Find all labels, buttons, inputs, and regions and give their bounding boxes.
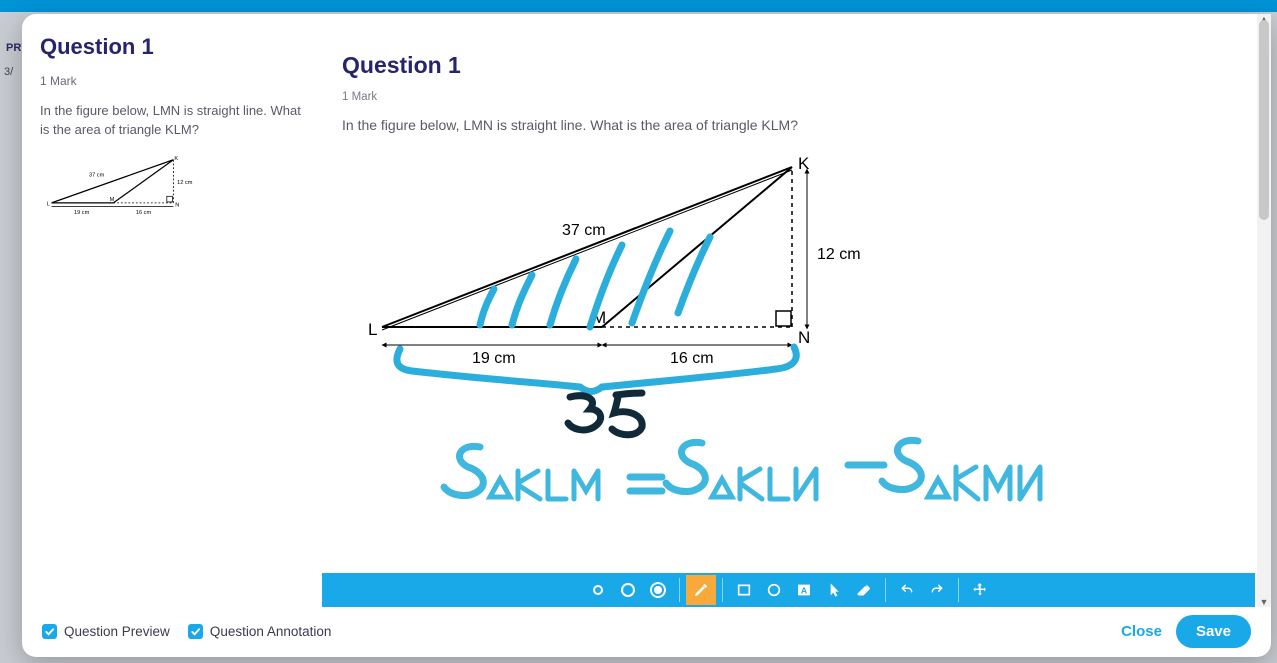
lbl-12: 12 cm bbox=[817, 246, 861, 263]
svg-text:K: K bbox=[174, 155, 178, 161]
pt-L: L bbox=[368, 320, 377, 339]
pointer-tool[interactable] bbox=[819, 575, 849, 605]
question-title: Question 1 bbox=[342, 52, 1231, 79]
svg-text:A: A bbox=[800, 585, 807, 595]
brush-size-large[interactable] bbox=[643, 575, 673, 605]
question-prompt: In the figure below, LMN is straight lin… bbox=[342, 117, 1231, 133]
close-button[interactable]: Close bbox=[1121, 623, 1162, 640]
brush-size-medium[interactable] bbox=[613, 575, 643, 605]
left-mark: 1 Mark bbox=[40, 74, 304, 88]
question-mark: 1 Mark bbox=[342, 91, 1231, 103]
figure: 37 cm 12 cm 19 cm 16 cm K L M N bbox=[362, 147, 922, 512]
question-preview-checkbox[interactable]: Question Preview bbox=[42, 624, 170, 639]
pt-K: K bbox=[798, 154, 810, 173]
thumb-lbl-16: 16 cm bbox=[136, 210, 152, 216]
thumb-lbl-37: 37 cm bbox=[89, 172, 105, 178]
circle-tool[interactable] bbox=[759, 575, 789, 605]
pen-tool[interactable] bbox=[686, 575, 716, 605]
checkbox-checked-icon bbox=[188, 624, 203, 639]
canvas-scrollbar[interactable]: ▲ ▼ bbox=[1257, 14, 1271, 607]
preview-label: Question Preview bbox=[64, 624, 170, 639]
scroll-thumb[interactable] bbox=[1259, 20, 1269, 220]
left-title: Question 1 bbox=[40, 34, 304, 60]
modal-footer: Question Preview Question Annotation Clo… bbox=[22, 607, 1271, 657]
svg-text:L: L bbox=[47, 201, 50, 207]
app-header-strip bbox=[0, 0, 1277, 12]
canvas-area[interactable]: Question 1 1 Mark In the figure below, L… bbox=[322, 26, 1255, 573]
left-prompt: In the figure below, LMN is straight lin… bbox=[40, 102, 304, 140]
brush-size-small[interactable] bbox=[583, 575, 613, 605]
annotation-pane: Question 1 1 Mark In the figure below, L… bbox=[322, 14, 1271, 607]
checkbox-checked-icon bbox=[42, 624, 57, 639]
eraser-tool[interactable] bbox=[849, 575, 879, 605]
pt-M: M bbox=[592, 308, 606, 327]
annotation-toolbar: A bbox=[322, 573, 1255, 607]
svg-text:N: N bbox=[175, 202, 179, 208]
thumb-lbl-12: 12 cm bbox=[177, 180, 193, 186]
undo-button[interactable] bbox=[892, 575, 922, 605]
question-thumbnail: 37 cm 12 cm 19 cm 16 cm L M N K bbox=[44, 152, 194, 225]
bg-sub: 3/ bbox=[4, 66, 13, 78]
svg-text:M: M bbox=[110, 197, 115, 203]
left-preview-pane: Question 1 1 Mark In the figure below, L… bbox=[22, 14, 322, 607]
scroll-down-icon[interactable]: ▼ bbox=[1257, 597, 1271, 607]
redo-button[interactable] bbox=[922, 575, 952, 605]
rectangle-tool[interactable] bbox=[729, 575, 759, 605]
move-tool[interactable] bbox=[965, 575, 995, 605]
question-annotation-checkbox[interactable]: Question Annotation bbox=[188, 624, 332, 639]
text-tool[interactable]: A bbox=[789, 575, 819, 605]
modal-body: Question 1 1 Mark In the figure below, L… bbox=[22, 14, 1271, 607]
annotation-label: Question Annotation bbox=[210, 624, 332, 639]
pt-N: N bbox=[798, 328, 810, 347]
save-button[interactable]: Save bbox=[1176, 615, 1251, 648]
thumb-lbl-19: 19 cm bbox=[74, 210, 90, 216]
question-editor-modal: Question 1 1 Mark In the figure below, L… bbox=[22, 14, 1271, 657]
lbl-16: 16 cm bbox=[670, 350, 714, 367]
lbl-19: 19 cm bbox=[472, 350, 516, 367]
lbl-37: 37 cm bbox=[562, 222, 606, 239]
bg-code: PR bbox=[6, 42, 21, 54]
